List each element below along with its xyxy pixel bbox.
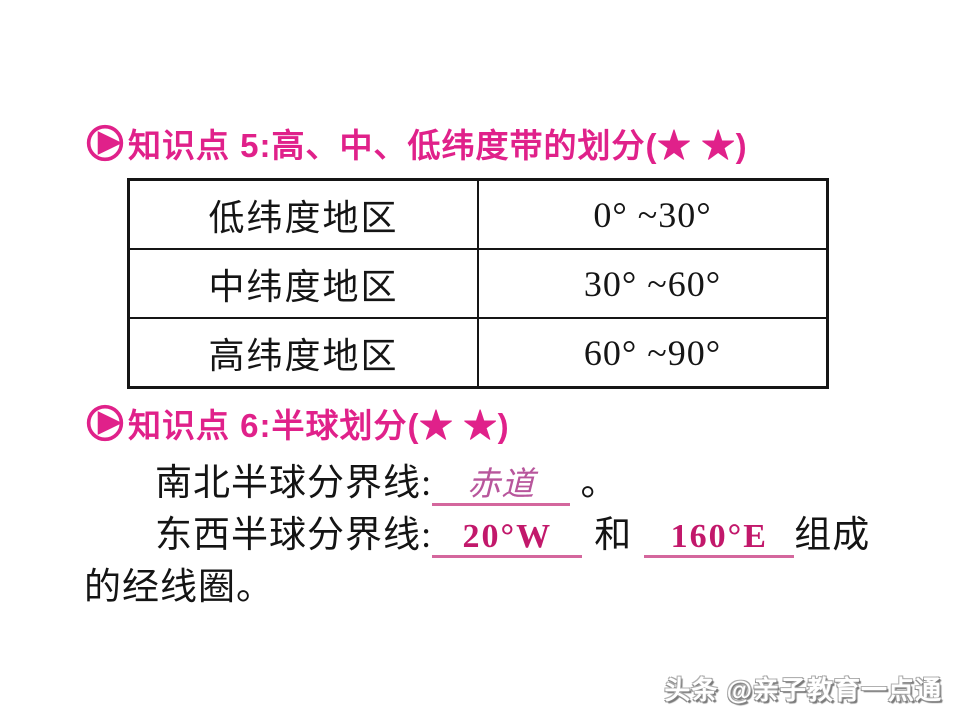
play-icon: [85, 403, 125, 443]
ew-line-continuation: 的经线圈。: [84, 567, 274, 608]
watermark: 头条 @亲子教育一点通: [664, 675, 942, 705]
zone-range: 30° ~60°: [477, 248, 829, 319]
section5-title: 知识点 5:高、中、低纬度带的划分(★ ★): [128, 127, 748, 164]
latitude-zones-table: 低纬度地区 0° ~30° 中纬度地区 30° ~60° 高纬度地区 60° ~…: [127, 178, 829, 389]
ns-answer: 赤道: [467, 467, 536, 503]
ew-answer-blank-2: 160°E: [644, 518, 795, 558]
zone-label: 低纬度地区: [127, 178, 479, 250]
play-icon: [85, 123, 125, 163]
ns-line-prefix: 南北半球分界线:: [155, 463, 433, 504]
zone-label: 中纬度地区: [127, 248, 479, 319]
ns-answer-blank: 赤道: [432, 467, 571, 506]
section6-title: 知识点 6:半球划分(★ ★): [128, 407, 510, 444]
ew-answer-2: 160°E: [670, 518, 768, 555]
section6-heading: 知识点 6:半球划分(★ ★): [85, 399, 510, 447]
ns-hemisphere-line: 南北半球分界线: 赤道 。: [155, 452, 619, 506]
zone-label: 高纬度地区: [127, 317, 479, 389]
section5-heading: 知识点 5:高、中、低纬度带的划分(★ ★): [85, 119, 748, 167]
ew-answer-1: 20°W: [462, 518, 553, 555]
zone-range: 60° ~90°: [477, 317, 829, 389]
table-row: 低纬度地区 0° ~30°: [127, 178, 829, 250]
ew-hemisphere-line: 东西半球分界线: 20°W 和 160°E 组成: [155, 504, 870, 558]
zone-range: 0° ~30°: [477, 178, 829, 250]
ew-line-suffix: 组成: [794, 515, 871, 556]
table-row: 中纬度地区 30° ~60°: [127, 248, 829, 319]
ew-line-prefix: 东西半球分界线:: [155, 515, 433, 556]
ew-line-connector: 和: [594, 515, 633, 556]
ew-answer-blank-1: 20°W: [432, 518, 583, 558]
ns-line-suffix: 。: [580, 463, 619, 504]
table-row: 高纬度地区 60° ~90°: [127, 317, 829, 389]
